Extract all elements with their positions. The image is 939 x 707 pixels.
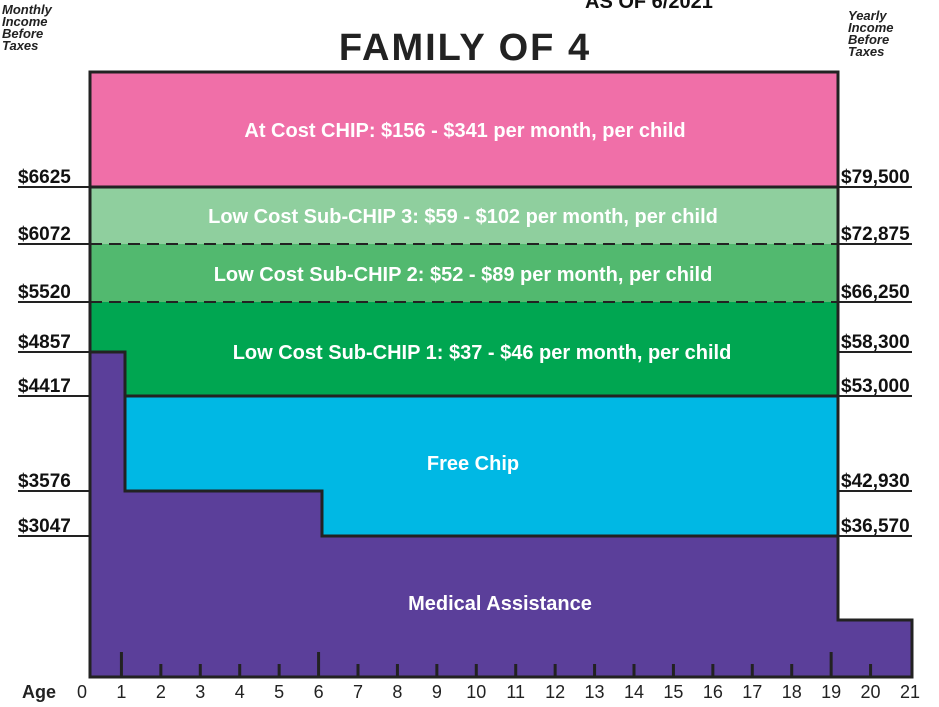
band-label: Medical Assistance bbox=[408, 593, 592, 615]
age-label: 6 bbox=[314, 682, 324, 702]
at-cost-band bbox=[88, 70, 840, 189]
age-axis-label: Age bbox=[22, 682, 56, 702]
yearly-label: $36,570 bbox=[841, 516, 910, 537]
age-label: 15 bbox=[663, 682, 683, 702]
yearly-label: $42,930 bbox=[841, 471, 910, 492]
left-axis-title: Taxes bbox=[2, 38, 38, 53]
yearly-label: $79,500 bbox=[841, 167, 910, 188]
right-axis-title: Income bbox=[848, 20, 894, 35]
left-axis-title: Income bbox=[2, 14, 48, 29]
age-label: 0 bbox=[77, 682, 87, 702]
band-label: Low Cost Sub-CHIP 3: $59 - $102 per mont… bbox=[208, 206, 718, 228]
band-label: Low Cost Sub-CHIP 1: $37 - $46 per month… bbox=[233, 342, 732, 364]
right-axis-title: Before bbox=[848, 32, 889, 47]
age-label: 1 bbox=[116, 682, 126, 702]
left-axis-title: Monthly bbox=[2, 2, 53, 17]
age-label: 9 bbox=[432, 682, 442, 702]
age-label: 13 bbox=[585, 682, 605, 702]
as-of-note: AS OF 6/2021 bbox=[585, 0, 713, 13]
age-label: 19 bbox=[821, 682, 841, 702]
age-label: 4 bbox=[235, 682, 245, 702]
band-label: Low Cost Sub-CHIP 2: $52 - $89 per month… bbox=[214, 264, 713, 286]
age-label: 18 bbox=[782, 682, 802, 702]
sub-chip-1-band bbox=[90, 302, 838, 396]
age-label: 21 bbox=[900, 682, 920, 702]
age-label: 10 bbox=[466, 682, 486, 702]
dynamic-layer: MonthlyIncomeBeforeTaxesYearlyIncomeBefo… bbox=[2, 2, 920, 702]
band-label: At Cost CHIP: $156 - $341 per month, per… bbox=[244, 120, 685, 142]
monthly-label: $4857 bbox=[18, 332, 71, 353]
right-axis-title: Yearly bbox=[848, 8, 887, 23]
monthly-label: $5520 bbox=[18, 282, 71, 303]
sub-chip-3-band bbox=[90, 187, 838, 244]
age-label: 7 bbox=[353, 682, 363, 702]
title: FAMILY OF 4 bbox=[339, 27, 591, 69]
monthly-label: $3576 bbox=[18, 471, 71, 492]
age-label: 16 bbox=[703, 682, 723, 702]
age-label: 11 bbox=[506, 682, 525, 702]
age-label: 3 bbox=[195, 682, 205, 702]
age-label: 12 bbox=[545, 682, 565, 702]
yearly-label: $72,875 bbox=[841, 224, 910, 245]
age-label: 2 bbox=[156, 682, 166, 702]
yearly-label: $53,000 bbox=[841, 376, 910, 397]
monthly-label: $3047 bbox=[18, 516, 71, 537]
sub-chip-2-band bbox=[90, 244, 838, 302]
age-label: 20 bbox=[861, 682, 881, 702]
monthly-label: $4417 bbox=[18, 376, 71, 397]
yearly-label: $58,300 bbox=[841, 332, 910, 353]
age-label: 8 bbox=[392, 682, 402, 702]
age-label: 17 bbox=[742, 682, 762, 702]
monthly-label: $6072 bbox=[18, 224, 71, 245]
band-label: Free Chip bbox=[427, 453, 519, 475]
age-label: 5 bbox=[274, 682, 284, 702]
yearly-label: $66,250 bbox=[841, 282, 910, 303]
age-label: 14 bbox=[624, 682, 644, 702]
left-axis-title: Before bbox=[2, 26, 43, 41]
monthly-label: $6625 bbox=[18, 167, 71, 188]
right-axis-title: Taxes bbox=[848, 44, 884, 59]
